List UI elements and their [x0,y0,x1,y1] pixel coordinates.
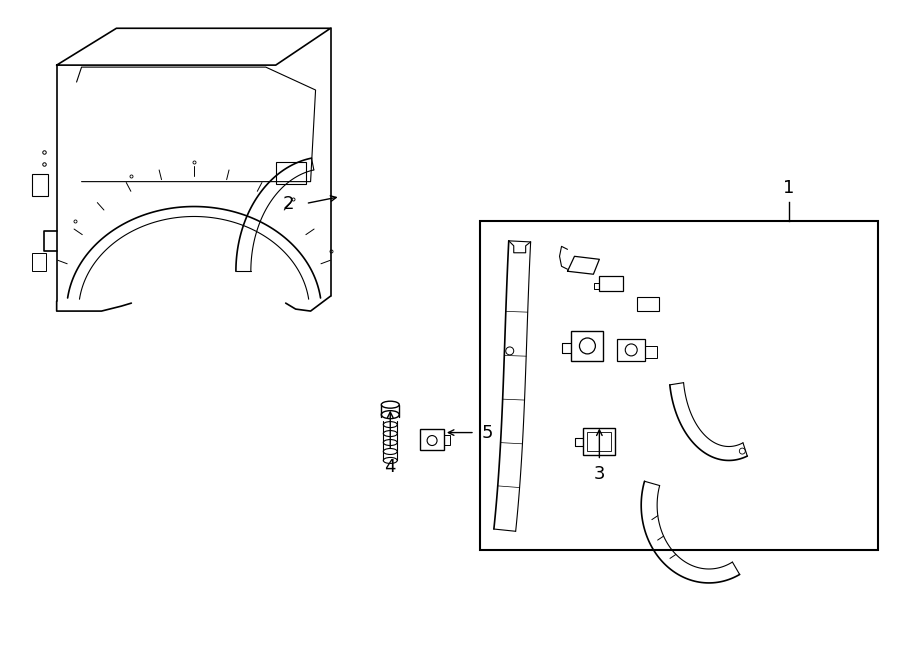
Text: 1: 1 [783,178,795,196]
Bar [637,297,659,311]
Bar [583,428,616,455]
Bar [588,432,611,451]
Bar [32,253,46,271]
Text: 5: 5 [482,424,493,442]
Bar [562,343,572,353]
Bar [480,221,878,550]
Text: 4: 4 [384,459,396,477]
Bar [645,346,657,358]
Bar [444,434,450,444]
Text: 2: 2 [283,194,293,213]
Bar [617,339,645,361]
Text: 3: 3 [594,465,605,483]
Bar [275,162,306,184]
Bar [420,428,444,451]
Bar [32,174,48,196]
Bar [599,276,624,291]
Bar [572,331,603,361]
